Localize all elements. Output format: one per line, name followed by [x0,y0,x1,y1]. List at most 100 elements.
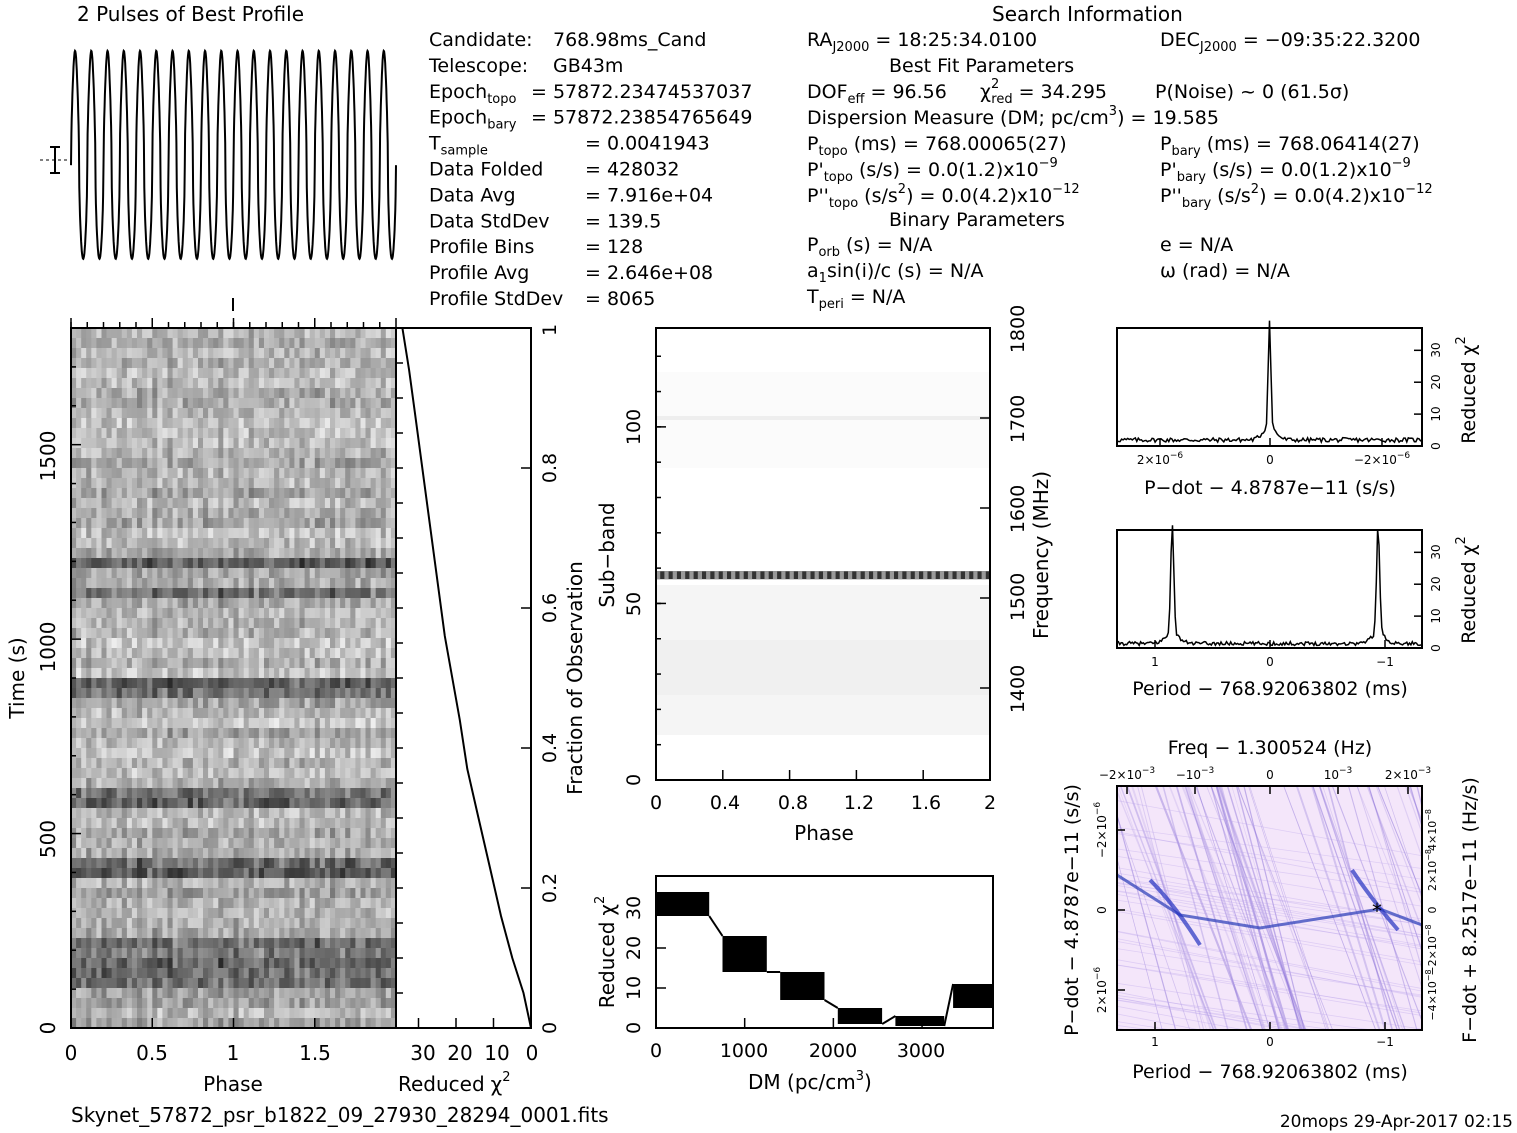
tp-cell [86,728,92,739]
tp-cell [269,848,275,859]
tp-cell [167,348,174,359]
tp-cell [330,798,336,809]
tp-cell [335,898,341,909]
tp-cell [335,588,341,599]
tp-cell [203,388,209,399]
tp-cell [390,808,396,819]
tp-cell [91,478,97,489]
tp-cell [157,858,163,869]
tp-cell [238,328,245,339]
tp-cell [274,778,280,789]
tp-cell [274,548,280,559]
tp-cell [380,628,387,639]
tp-cell [365,548,372,559]
tp-cell [314,348,321,359]
tp-cell [233,328,240,339]
tp-cell [172,1008,179,1019]
tp-cell [304,668,311,679]
tp-cell [350,618,356,629]
tp-cell [147,598,153,609]
tp-cell [340,398,346,409]
tp-cell [238,848,245,859]
tp-cell [167,518,174,529]
tp-cell [101,878,108,889]
tp-cell [126,1018,133,1028]
tp-cell [228,438,234,449]
tp-cell [360,568,367,579]
tp-cell [284,728,290,739]
tp-cell [152,328,158,339]
tp-cell [360,708,367,719]
tp-cell [355,678,361,689]
tp-cell [208,518,214,529]
tp-cell [324,588,331,599]
tp-cell [91,588,97,599]
tp-cell [319,728,326,739]
tp-cell [330,628,336,639]
tp-cell [228,538,234,549]
tp-cell [187,808,194,819]
dm-xtick-label: 1000 [720,1040,768,1062]
tp-cell [350,948,356,959]
tp-cell [81,508,87,519]
tp-cell [157,1018,163,1028]
tp-cell [71,468,77,479]
tp-cell [355,558,361,569]
tp-cell [142,978,148,989]
tp-cell [319,788,326,799]
tp-cell [390,918,396,929]
tp-cell [258,408,265,419]
tp-cell [71,748,77,759]
tp-cell [208,738,214,749]
tp-cell [116,418,123,429]
period-chi2-panel: 1 0 −1 Period − 768.92063802 (ms) 0 10 2… [1116,525,1480,700]
tp-cell [304,938,311,949]
tp-cell [248,828,255,839]
tp-cell [269,548,275,559]
tp-cell [86,608,92,619]
tp-cell [360,618,367,629]
tp-cell [370,988,377,999]
tp-cell [126,358,133,369]
tp-cell [172,768,179,779]
pp-streak [1117,867,1422,922]
tp-cell [304,848,311,859]
tp-cell [314,898,321,909]
tp-cell [198,768,204,779]
tp-cell [370,688,377,699]
tp-cell [380,348,387,359]
tp-cell [157,638,163,649]
tp-cell [350,588,356,599]
sb-band-pulse [823,571,828,580]
tp-cell [172,708,179,719]
tp-cell [385,368,392,379]
tp-cell [223,948,229,959]
tp-cell [121,478,128,489]
tp-cell [162,798,168,809]
tp-cell [198,878,204,889]
tp-cell [269,578,275,589]
tp-cell [203,698,209,709]
tp-cell [269,878,275,889]
tp-cell [289,958,295,969]
tp-cell [289,888,295,899]
tp-cell [345,498,351,509]
pp-streak [1375,786,1422,907]
tp-cell [319,478,326,489]
tp-cell [131,998,138,1009]
tp-cell [284,788,290,799]
tp-cell [162,578,168,589]
tp-cell [340,768,346,779]
pe-ytick-label: 30 [1429,544,1443,559]
tp-cell [330,938,336,949]
tp-cell [223,768,229,779]
tp-cell [238,838,245,849]
tp-cell [167,698,174,709]
tp-cell [289,698,295,709]
tp-cell [243,568,250,579]
tp-cell [294,708,300,719]
tp-cell [126,858,133,869]
tp-cell [76,658,82,669]
tp-cell [203,368,209,379]
tp-cell [390,538,396,549]
